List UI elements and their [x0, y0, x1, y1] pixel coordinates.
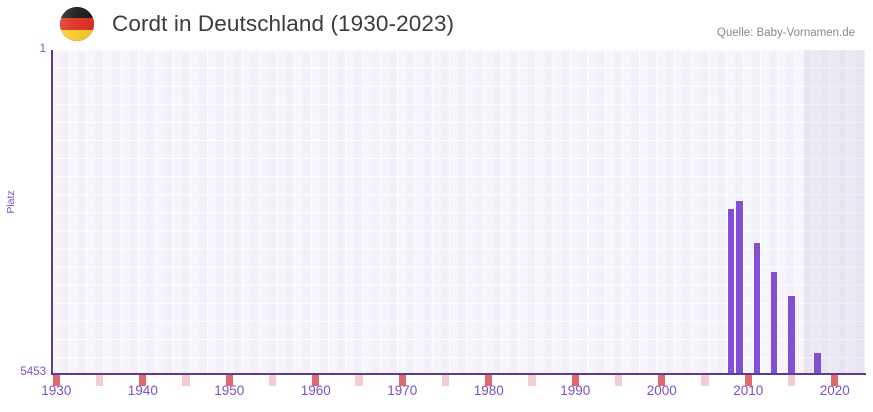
- plot-area: [52, 50, 865, 374]
- x-axis-tick-mark-1995: [614, 375, 623, 386]
- bar-2018: [814, 353, 821, 374]
- x-axis-tick-label-2000: 2000: [646, 383, 677, 398]
- x-axis-tick-mark-1985: [528, 375, 536, 386]
- chart-header: Cordt in Deutschland (1930-2023) Quelle:…: [0, 0, 873, 48]
- x-axis-tick-label-1970: 1970: [387, 383, 418, 398]
- bar-2008: [727, 209, 735, 374]
- x-axis-tick-mark-2000: [658, 375, 666, 386]
- y-axis-title: Platz: [5, 190, 17, 214]
- x-axis-tick-mark-1960: [312, 375, 320, 386]
- x-axis-tick-label-1960: 1960: [300, 383, 331, 398]
- german-flag-icon: [60, 7, 94, 41]
- y-axis-bottom-tick-label: 5453: [20, 366, 46, 378]
- x-axis-tick-mark-1990: [571, 375, 579, 386]
- x-axis-tick-mark-2005: [701, 375, 709, 386]
- x-axis-tick-mark-2015: [787, 375, 796, 386]
- bar-2013: [770, 272, 778, 374]
- bar-2009: [736, 201, 743, 374]
- x-axis-tick-mark-1930: [52, 375, 60, 386]
- x-axis-tick-label-1930: 1930: [41, 383, 72, 398]
- x-axis-tick-mark-1975: [441, 375, 450, 386]
- chart-title: Cordt in Deutschland (1930-2023): [112, 11, 455, 36]
- flag-band-black: [60, 7, 94, 19]
- y-axis-line: [51, 50, 53, 375]
- x-axis-tick-mark-1945: [182, 375, 190, 386]
- source-attribution: Quelle: Baby-Vornamen.de: [716, 27, 855, 39]
- x-axis-tick-label-2020: 2020: [819, 383, 850, 398]
- x-axis-tick-label-1950: 1950: [214, 383, 245, 398]
- x-axis-line: [51, 373, 866, 375]
- x-axis-tick-mark-1965: [355, 375, 363, 386]
- bar-2011: [753, 243, 761, 374]
- shaded-future-region: [804, 50, 865, 374]
- x-axis-tick-mark-2010: [744, 375, 752, 386]
- x-axis-tick-label-2010: 2010: [733, 383, 764, 398]
- x-axis-tick-label-1940: 1940: [127, 383, 158, 398]
- x-axis-tick-mark-1940: [139, 375, 147, 386]
- flag-band-red: [60, 18, 94, 30]
- x-axis-tick-mark-1980: [485, 375, 493, 386]
- year-band-stripes: [52, 50, 865, 374]
- y-axis-top-tick-label: 1: [39, 43, 46, 55]
- flag-band-gold: [60, 29, 94, 41]
- x-axis-tick-mark-1970: [398, 375, 406, 386]
- x-axis-tick-mark-1935: [95, 375, 104, 386]
- x-axis-tick-label-1980: 1980: [473, 383, 504, 398]
- flag-sheen: [60, 7, 94, 41]
- x-axis-tick-mark-2020: [831, 375, 839, 386]
- bar-2015: [788, 296, 795, 374]
- x-axis-tick-label-1990: 1990: [560, 383, 591, 398]
- x-axis-tick-mark-1955: [268, 375, 277, 386]
- x-axis-tick-mark-1950: [225, 375, 233, 386]
